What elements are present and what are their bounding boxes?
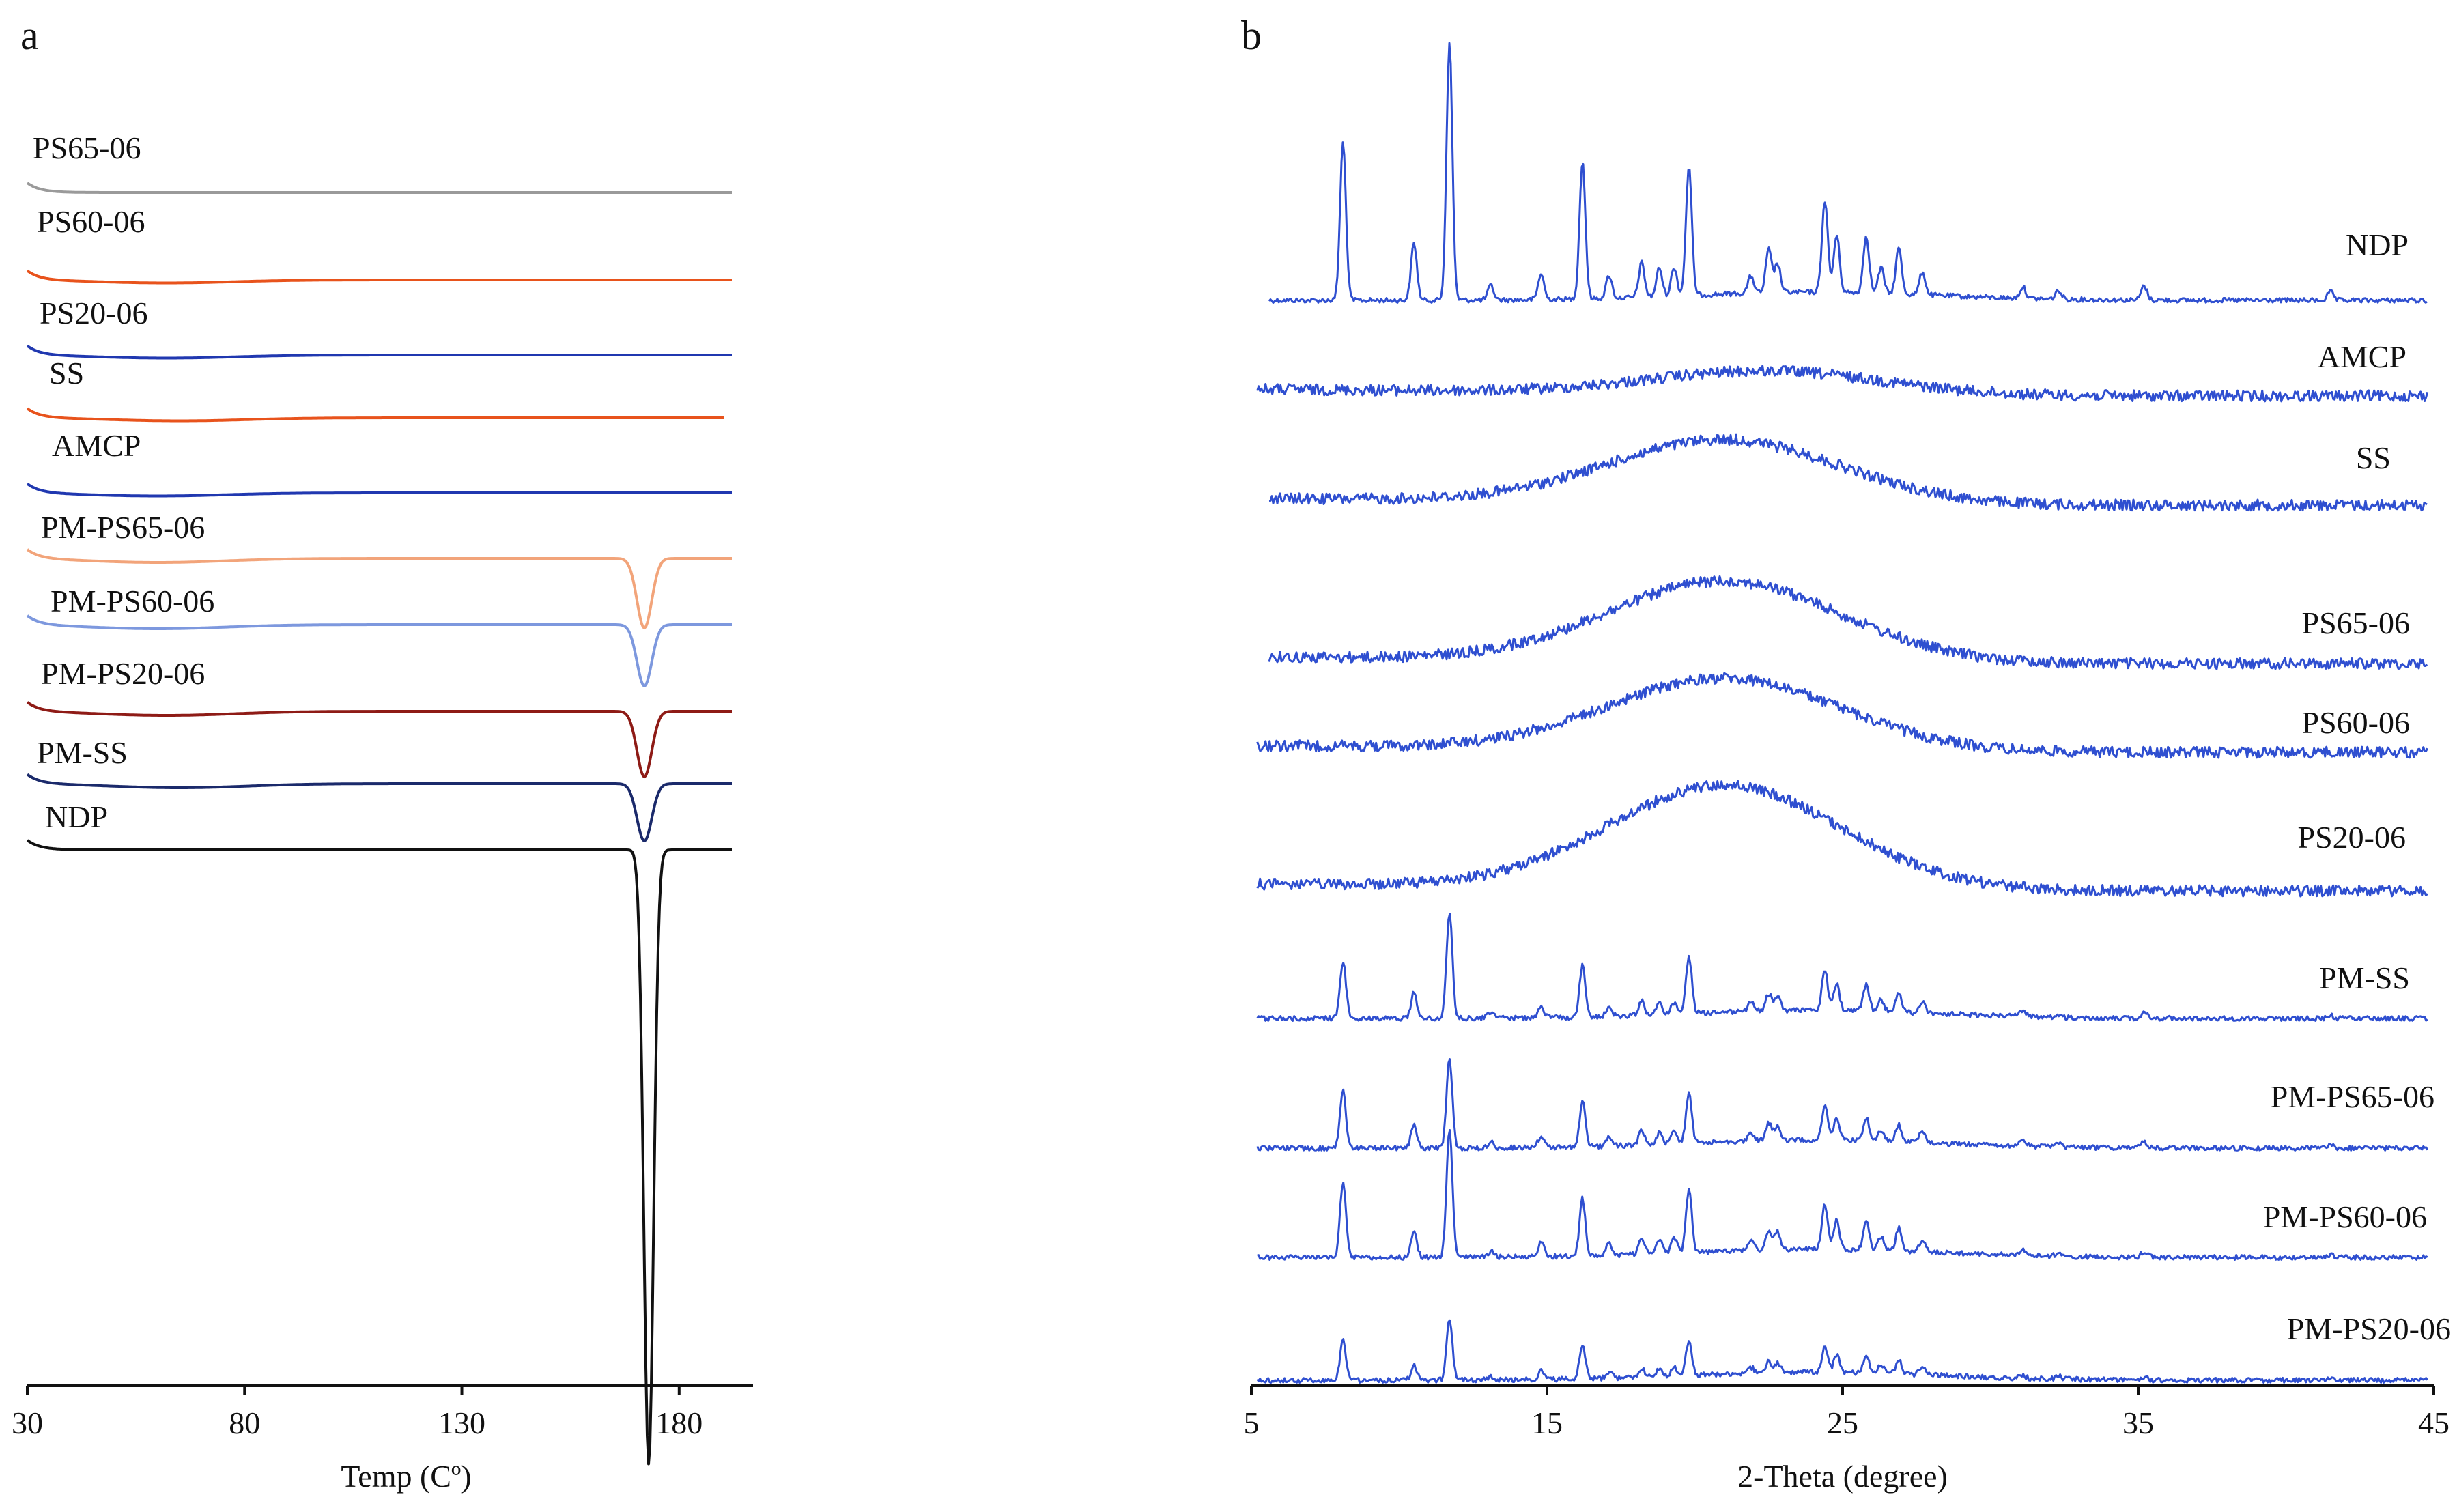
dsc-trace-amcp — [26, 483, 732, 498]
dsc-trace-pm-ps20-06 — [26, 701, 732, 778]
xrd-trace-label-ps20-06: PS20-06 — [2298, 820, 2406, 855]
panel-a-letter: a — [20, 13, 39, 58]
xrd-trace-ndp — [1268, 42, 2428, 304]
dsc-trace-label-pm-ss: PM-SS — [37, 735, 128, 770]
panel-a: a PS65-06PS60-06PS20-06SSAMCPPM-PS65-06P… — [12, 13, 753, 1494]
dsc-trace-label-amcp: AMCP — [52, 428, 141, 463]
xrd-trace-ps65-06 — [1268, 575, 2428, 670]
xrd-trace-ss — [1268, 433, 2428, 512]
dsc-trace-ps60-06 — [26, 269, 732, 285]
xrd-trace-label-pm-ps65-06: PM-PS65-06 — [2271, 1079, 2434, 1114]
xrd-trace-pm-ps65-06 — [1256, 1058, 2429, 1152]
xrd-x-tick-label: 5 — [1244, 1406, 1260, 1440]
dsc-x-ticks: 30 80 130 180 — [12, 1386, 702, 1440]
panel-b-letter: b — [1241, 13, 1262, 58]
xrd-traces: NDP AMCP SS PS65-06 PS60-06 PS20-06 PM-SS PM-PS… — [1256, 42, 2451, 1384]
panel-b: b NDP AMCP SS PS65-06 PS60-06 PS20-06 PM-SS PM-… — [1241, 13, 2451, 1494]
dsc-trace-ps65-06 — [26, 182, 732, 194]
dsc-trace-label-pm-ps65-06: PM-PS65-06 — [41, 510, 205, 545]
xrd-trace-label-ps65-06: PS65-06 — [2302, 605, 2410, 640]
dsc-trace-pm-ps60-06 — [26, 614, 732, 687]
xrd-trace-pm-ps60-06 — [1257, 1129, 2428, 1261]
dsc-trace-ss — [26, 407, 724, 423]
xrd-x-tick-label: 45 — [2418, 1406, 2449, 1440]
xrd-trace-pm-ps20-06 — [1256, 1319, 2428, 1384]
dsc-trace-ps20-06 — [26, 344, 732, 360]
xrd-trace-label-pm-ps20-06: PM-PS20-06 — [2287, 1311, 2451, 1346]
xrd-trace-amcp — [1256, 365, 2429, 403]
dsc-trace-label-ss: SS — [49, 356, 84, 390]
dsc-x-axis-title: Temp (Cº) — [341, 1459, 471, 1494]
dsc-x-tick-label: 30 — [12, 1406, 43, 1440]
xrd-trace-label-ss: SS — [2356, 440, 2391, 475]
xrd-trace-ps20-06 — [1256, 780, 2428, 898]
dsc-traces: PS65-06 PS60-06 PS20-06 SS AMCP PM-PS65-06 PM-… — [26, 130, 732, 1466]
dsc-x-tick-label: 80 — [229, 1406, 260, 1440]
xrd-x-tick-label: 35 — [2122, 1406, 2154, 1440]
xrd-x-ticks: 5 15 25 35 45 — [1244, 1386, 2449, 1440]
dsc-trace-label-ps20-06: PS20-06 — [40, 296, 147, 330]
xrd-trace-label-ndp: NDP — [2346, 227, 2409, 262]
xrd-trace-label-amcp: AMCP — [2318, 339, 2406, 374]
xrd-trace-ps60-06 — [1256, 672, 2429, 759]
xrd-x-tick-label: 15 — [1531, 1406, 1563, 1440]
dsc-trace-ndp — [26, 839, 732, 1466]
xrd-trace-pm-ss — [1256, 913, 2428, 1022]
dsc-trace-label-ps65-06: PS65-06 — [33, 130, 141, 165]
xrd-x-axis-title: 2-Theta (degree) — [1737, 1459, 1948, 1494]
xrd-trace-label-ps60-06: PS60-06 — [2302, 705, 2410, 740]
dsc-trace-label-pm-ps20-06: PM-PS20-06 — [41, 656, 205, 691]
xrd-trace-label-pm-ps60-06: PM-PS60-06 — [2263, 1199, 2427, 1234]
dsc-x-tick-label: 130 — [438, 1406, 485, 1440]
dsc-trace-label-pm-ps60-06: PM-PS60-06 — [51, 584, 214, 618]
xrd-x-tick-label: 25 — [1827, 1406, 1858, 1440]
dsc-trace-label-ps60-06: PS60-06 — [37, 204, 145, 239]
dsc-trace-label-ndp: NDP — [45, 799, 108, 834]
xrd-trace-label-pm-ss: PM-SS — [2319, 960, 2410, 995]
dsc-x-tick-label: 180 — [655, 1406, 702, 1440]
dsc-trace-pm-ss — [26, 773, 732, 842]
dsc-trace-pm-ps65-06 — [26, 548, 732, 629]
